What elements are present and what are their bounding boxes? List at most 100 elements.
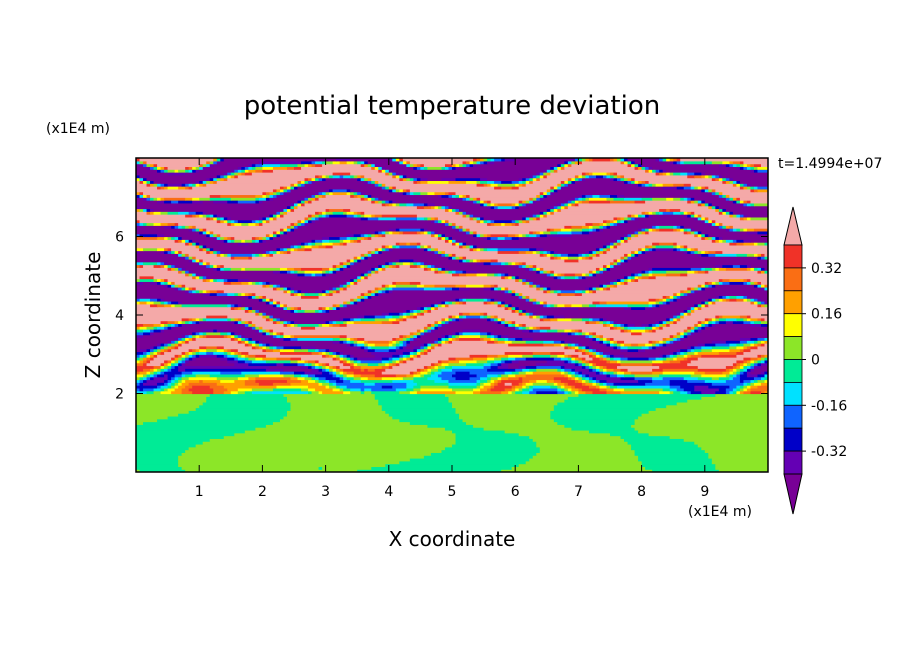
contour-cell <box>560 368 565 372</box>
contour-cell <box>764 284 768 288</box>
contour-cell <box>588 303 597 308</box>
contour-cell <box>532 250 537 254</box>
contour-cell <box>251 326 256 330</box>
contour-cell <box>199 214 204 218</box>
contour-cell <box>353 239 358 243</box>
contour-cell <box>725 373 730 378</box>
contour-cell <box>567 256 579 260</box>
contour-cell <box>543 267 597 271</box>
contour-cell <box>385 410 457 414</box>
contour-cell <box>711 320 716 325</box>
contour-cell <box>610 244 615 249</box>
contour-cell <box>350 343 355 347</box>
contour-cell <box>480 160 485 165</box>
contour-cell <box>167 387 176 392</box>
contour-cell <box>385 230 390 235</box>
contour-cell <box>518 183 523 187</box>
contour-cell <box>452 242 457 246</box>
contour-cell <box>423 247 429 252</box>
contour-cell <box>704 343 716 347</box>
contour-cell <box>364 174 393 179</box>
contour-cell <box>234 337 239 341</box>
contour-cell <box>381 284 386 288</box>
contour-cell <box>592 222 601 226</box>
contour-cell <box>136 194 141 198</box>
contour-cell <box>290 250 369 254</box>
contour-cell <box>188 387 214 392</box>
contour-cell <box>585 174 590 179</box>
contour-cell <box>399 343 404 347</box>
contour-cell <box>553 407 657 411</box>
contour-cell <box>157 303 165 308</box>
contour-cell <box>304 163 309 168</box>
contour-cell <box>624 216 629 221</box>
contour-cell <box>371 200 376 204</box>
contour-cell <box>620 390 660 395</box>
contour-cell <box>343 281 348 285</box>
x-tick-label: 1 <box>195 484 204 500</box>
contour-cell <box>536 284 541 288</box>
contour-cell <box>364 368 369 372</box>
contour-cell <box>136 382 141 386</box>
contour-cell <box>388 345 397 350</box>
contour-cell <box>560 275 565 280</box>
contour-cell <box>592 351 597 355</box>
contour-cell <box>690 289 695 294</box>
contour-cell <box>150 354 155 358</box>
contour-cell <box>430 205 436 210</box>
contour-cell <box>588 385 597 389</box>
contour-cell <box>308 216 313 221</box>
contour-cell <box>690 309 695 313</box>
contour-cell <box>617 278 622 282</box>
contour-cell <box>325 354 330 358</box>
contour-cell <box>171 200 179 204</box>
contour-cell <box>567 371 572 375</box>
colorbar-extend-low <box>783 473 803 515</box>
contour-cell <box>764 340 768 344</box>
contour-cell <box>732 200 737 204</box>
contour-cell <box>683 214 688 218</box>
contour-cell <box>346 188 351 193</box>
contour-cell <box>388 186 393 190</box>
contour-cell <box>234 174 239 179</box>
contour-cell <box>511 371 520 375</box>
contour-cell <box>536 247 544 252</box>
contour-cell <box>655 225 660 229</box>
contour-cell <box>732 264 741 268</box>
contour-cell <box>581 357 587 361</box>
contour-cell <box>139 275 155 280</box>
contour-cell <box>743 183 748 187</box>
contour-cell <box>732 239 737 243</box>
contour-cell <box>350 264 379 268</box>
contour-cell <box>564 390 569 395</box>
contour-cell <box>353 343 358 347</box>
contour-cell <box>494 340 499 344</box>
contour-cell <box>480 331 488 336</box>
contour-cell <box>518 180 523 184</box>
contour-cell <box>136 160 141 165</box>
contour-cell <box>265 345 271 350</box>
contour-cell <box>560 256 569 260</box>
contour-cell <box>599 340 604 344</box>
contour-cell <box>655 303 660 308</box>
contour-cell <box>631 329 646 333</box>
contour-cell <box>195 166 200 170</box>
contour-cell <box>634 275 639 280</box>
contour-cell <box>655 247 674 252</box>
contour-cell <box>223 253 228 257</box>
contour-cell <box>136 455 179 459</box>
contour-cell <box>325 362 330 367</box>
contour-cell <box>139 278 155 282</box>
contour-cell <box>227 278 239 282</box>
contour-cell <box>546 188 551 193</box>
contour-cell <box>136 399 207 403</box>
contour-cell <box>585 345 590 350</box>
contour-cell <box>244 320 249 325</box>
contour-cell <box>757 230 768 235</box>
contour-cell <box>385 169 390 173</box>
contour-cell <box>360 275 365 280</box>
contour-cell <box>269 317 274 322</box>
contour-cell <box>525 373 565 378</box>
contour-cell <box>662 211 674 215</box>
contour-cell <box>416 354 421 358</box>
